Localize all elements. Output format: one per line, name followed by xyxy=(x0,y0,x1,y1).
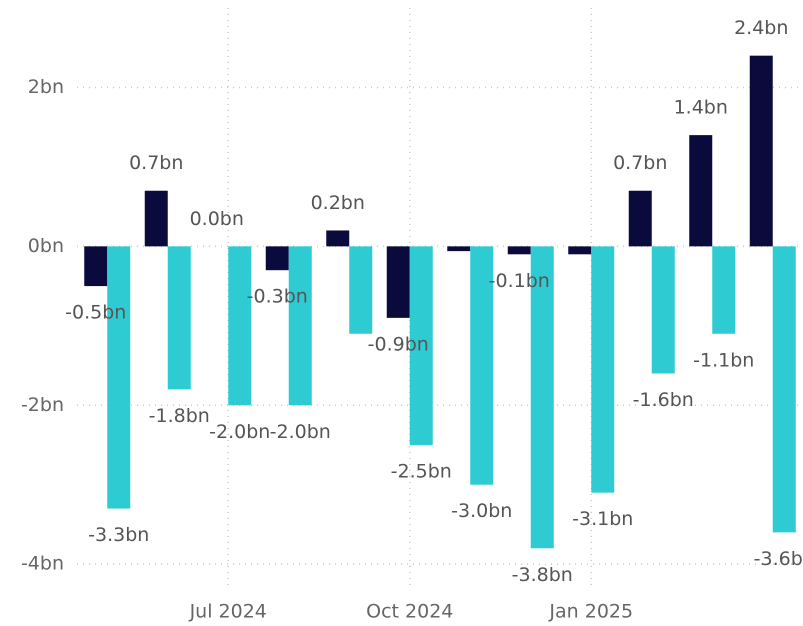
bar xyxy=(84,246,108,287)
data-label: -2.0bn xyxy=(209,421,270,443)
bar xyxy=(628,190,652,247)
data-label: -1.6bn xyxy=(633,389,694,411)
data-label: 2.4bn xyxy=(734,17,788,39)
y-tick-label: 2bn xyxy=(28,76,64,98)
data-label: -3.0bn xyxy=(451,500,512,522)
bar xyxy=(507,246,531,255)
x-tick-label: Oct 2024 xyxy=(366,601,453,623)
data-label: -3.3bn xyxy=(88,524,149,546)
bar xyxy=(167,246,191,390)
bar xyxy=(591,246,615,493)
data-label: -2.5bn xyxy=(391,460,452,482)
data-label: 0.2bn xyxy=(311,192,365,214)
x-tick-label: Jan 2025 xyxy=(548,601,633,623)
data-label: -3.8bn xyxy=(512,564,573,586)
data-label: -0.9bn xyxy=(368,333,429,355)
bar xyxy=(772,246,796,533)
data-label: 0.7bn xyxy=(129,152,183,174)
data-label: -1.1bn xyxy=(693,349,754,371)
bar xyxy=(409,246,433,445)
y-tick-label: -2bn xyxy=(21,394,64,416)
bar xyxy=(470,246,494,485)
bar xyxy=(651,246,675,374)
bar xyxy=(749,55,773,247)
bar xyxy=(349,246,373,334)
y-tick-label: -4bn xyxy=(21,553,64,575)
data-label: 1.4bn xyxy=(674,97,728,119)
x-tick-label: Jul 2024 xyxy=(189,601,267,623)
data-label: -3.6bn xyxy=(754,548,803,570)
bar xyxy=(712,246,736,334)
bar xyxy=(689,135,713,247)
bar xyxy=(228,246,252,406)
bar xyxy=(288,246,312,406)
bar xyxy=(107,246,131,509)
bar xyxy=(265,246,289,271)
data-label: -0.1bn xyxy=(489,270,550,292)
data-label: -3.1bn xyxy=(572,508,633,530)
y-tick-label: 0bn xyxy=(28,235,64,257)
bar xyxy=(568,246,592,255)
bar xyxy=(447,246,471,252)
data-label: -0.3bn xyxy=(247,286,308,308)
bar xyxy=(326,230,350,247)
data-label: 0.0bn xyxy=(190,208,244,230)
data-label: -2.0bn xyxy=(270,421,331,443)
data-label: 0.7bn xyxy=(613,152,667,174)
data-label: -0.5bn xyxy=(65,302,126,324)
bar xyxy=(530,246,554,549)
data-label: -1.8bn xyxy=(149,405,210,427)
bar xyxy=(386,246,410,318)
bar xyxy=(144,190,168,247)
